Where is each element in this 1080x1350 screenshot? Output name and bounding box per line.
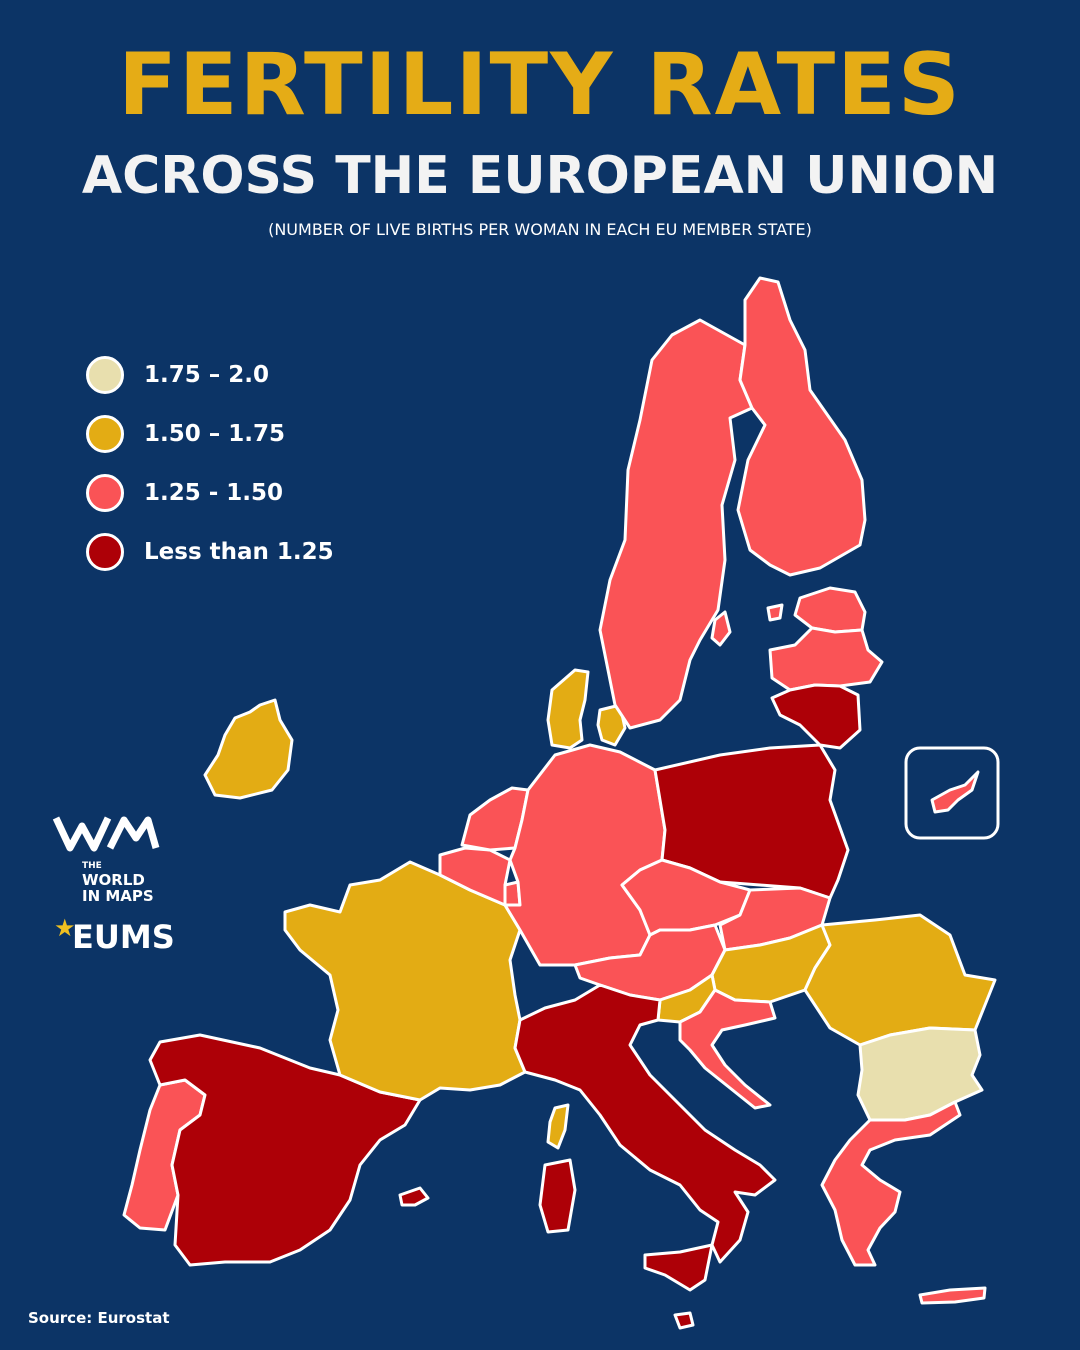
legend-label: 1.50 – 1.75 [144,421,286,447]
legend-item: 1.25 - 1.50 [86,473,334,513]
legend-label: 1.25 - 1.50 [144,480,284,506]
region-estonia-island [766,603,784,622]
region-greece [820,1100,962,1267]
legend-item: Less than 1.25 [86,532,334,572]
map-subtitle: ACROSS THE EUROPEAN UNION [81,146,999,206]
eums-logo: ★ EUMS [54,914,175,956]
brand-line2: IN MAPS [82,887,154,906]
cyprus-inset-frame [904,746,1000,840]
legend-swatch-1 [86,356,124,394]
region-bulgaria [856,1026,984,1122]
star-icon: ★ [54,914,76,942]
brand-line1: WORLD [82,870,145,889]
wm-logo-icon [52,816,160,852]
brand-text: THE WORLD IN MAPS [82,861,162,906]
source-note: Source: Eurostat [28,1309,170,1327]
legend-swatch-2 [86,415,124,453]
map-title: FERTILITY RATES [118,35,962,135]
eums-text: EUMS [72,918,175,956]
region-romania [803,913,997,1047]
legend-swatch-4 [86,533,124,571]
region-croatia [678,988,777,1110]
region-malta [673,1311,695,1330]
region-ireland [203,698,294,800]
legend-label: 1.75 – 2.0 [144,362,270,388]
legend-item: 1.50 – 1.75 [86,414,334,454]
region-germany [503,743,667,967]
legend-label: Less than 1.25 [144,539,334,565]
region-latvia [768,626,884,692]
legend-item: 1.75 – 2.0 [86,355,334,395]
region-lithuania [770,683,862,750]
legend: 1.75 – 2.0 1.50 – 1.75 1.25 - 1.50 Less … [86,355,334,591]
region-italy [513,983,777,1264]
region-sardinia [538,1158,577,1234]
region-denmark [546,668,590,750]
region-crete [918,1286,987,1305]
region-finland [736,276,867,577]
region-spain [148,1033,422,1267]
world-in-maps-logo: THE WORLD IN MAPS [52,812,162,905]
region-sicily [643,1243,714,1292]
region-estonia [793,586,867,634]
region-gotland [710,610,732,647]
region-balearics [398,1186,430,1207]
map-note: (NUMBER OF LIVE BIRTHS PER WOMAN IN EACH… [268,220,812,239]
brand-small: THE [82,861,102,871]
region-corsica [546,1103,570,1150]
region-sweden [598,318,754,730]
region-cyprus [930,770,980,814]
legend-swatch-3 [86,474,124,512]
